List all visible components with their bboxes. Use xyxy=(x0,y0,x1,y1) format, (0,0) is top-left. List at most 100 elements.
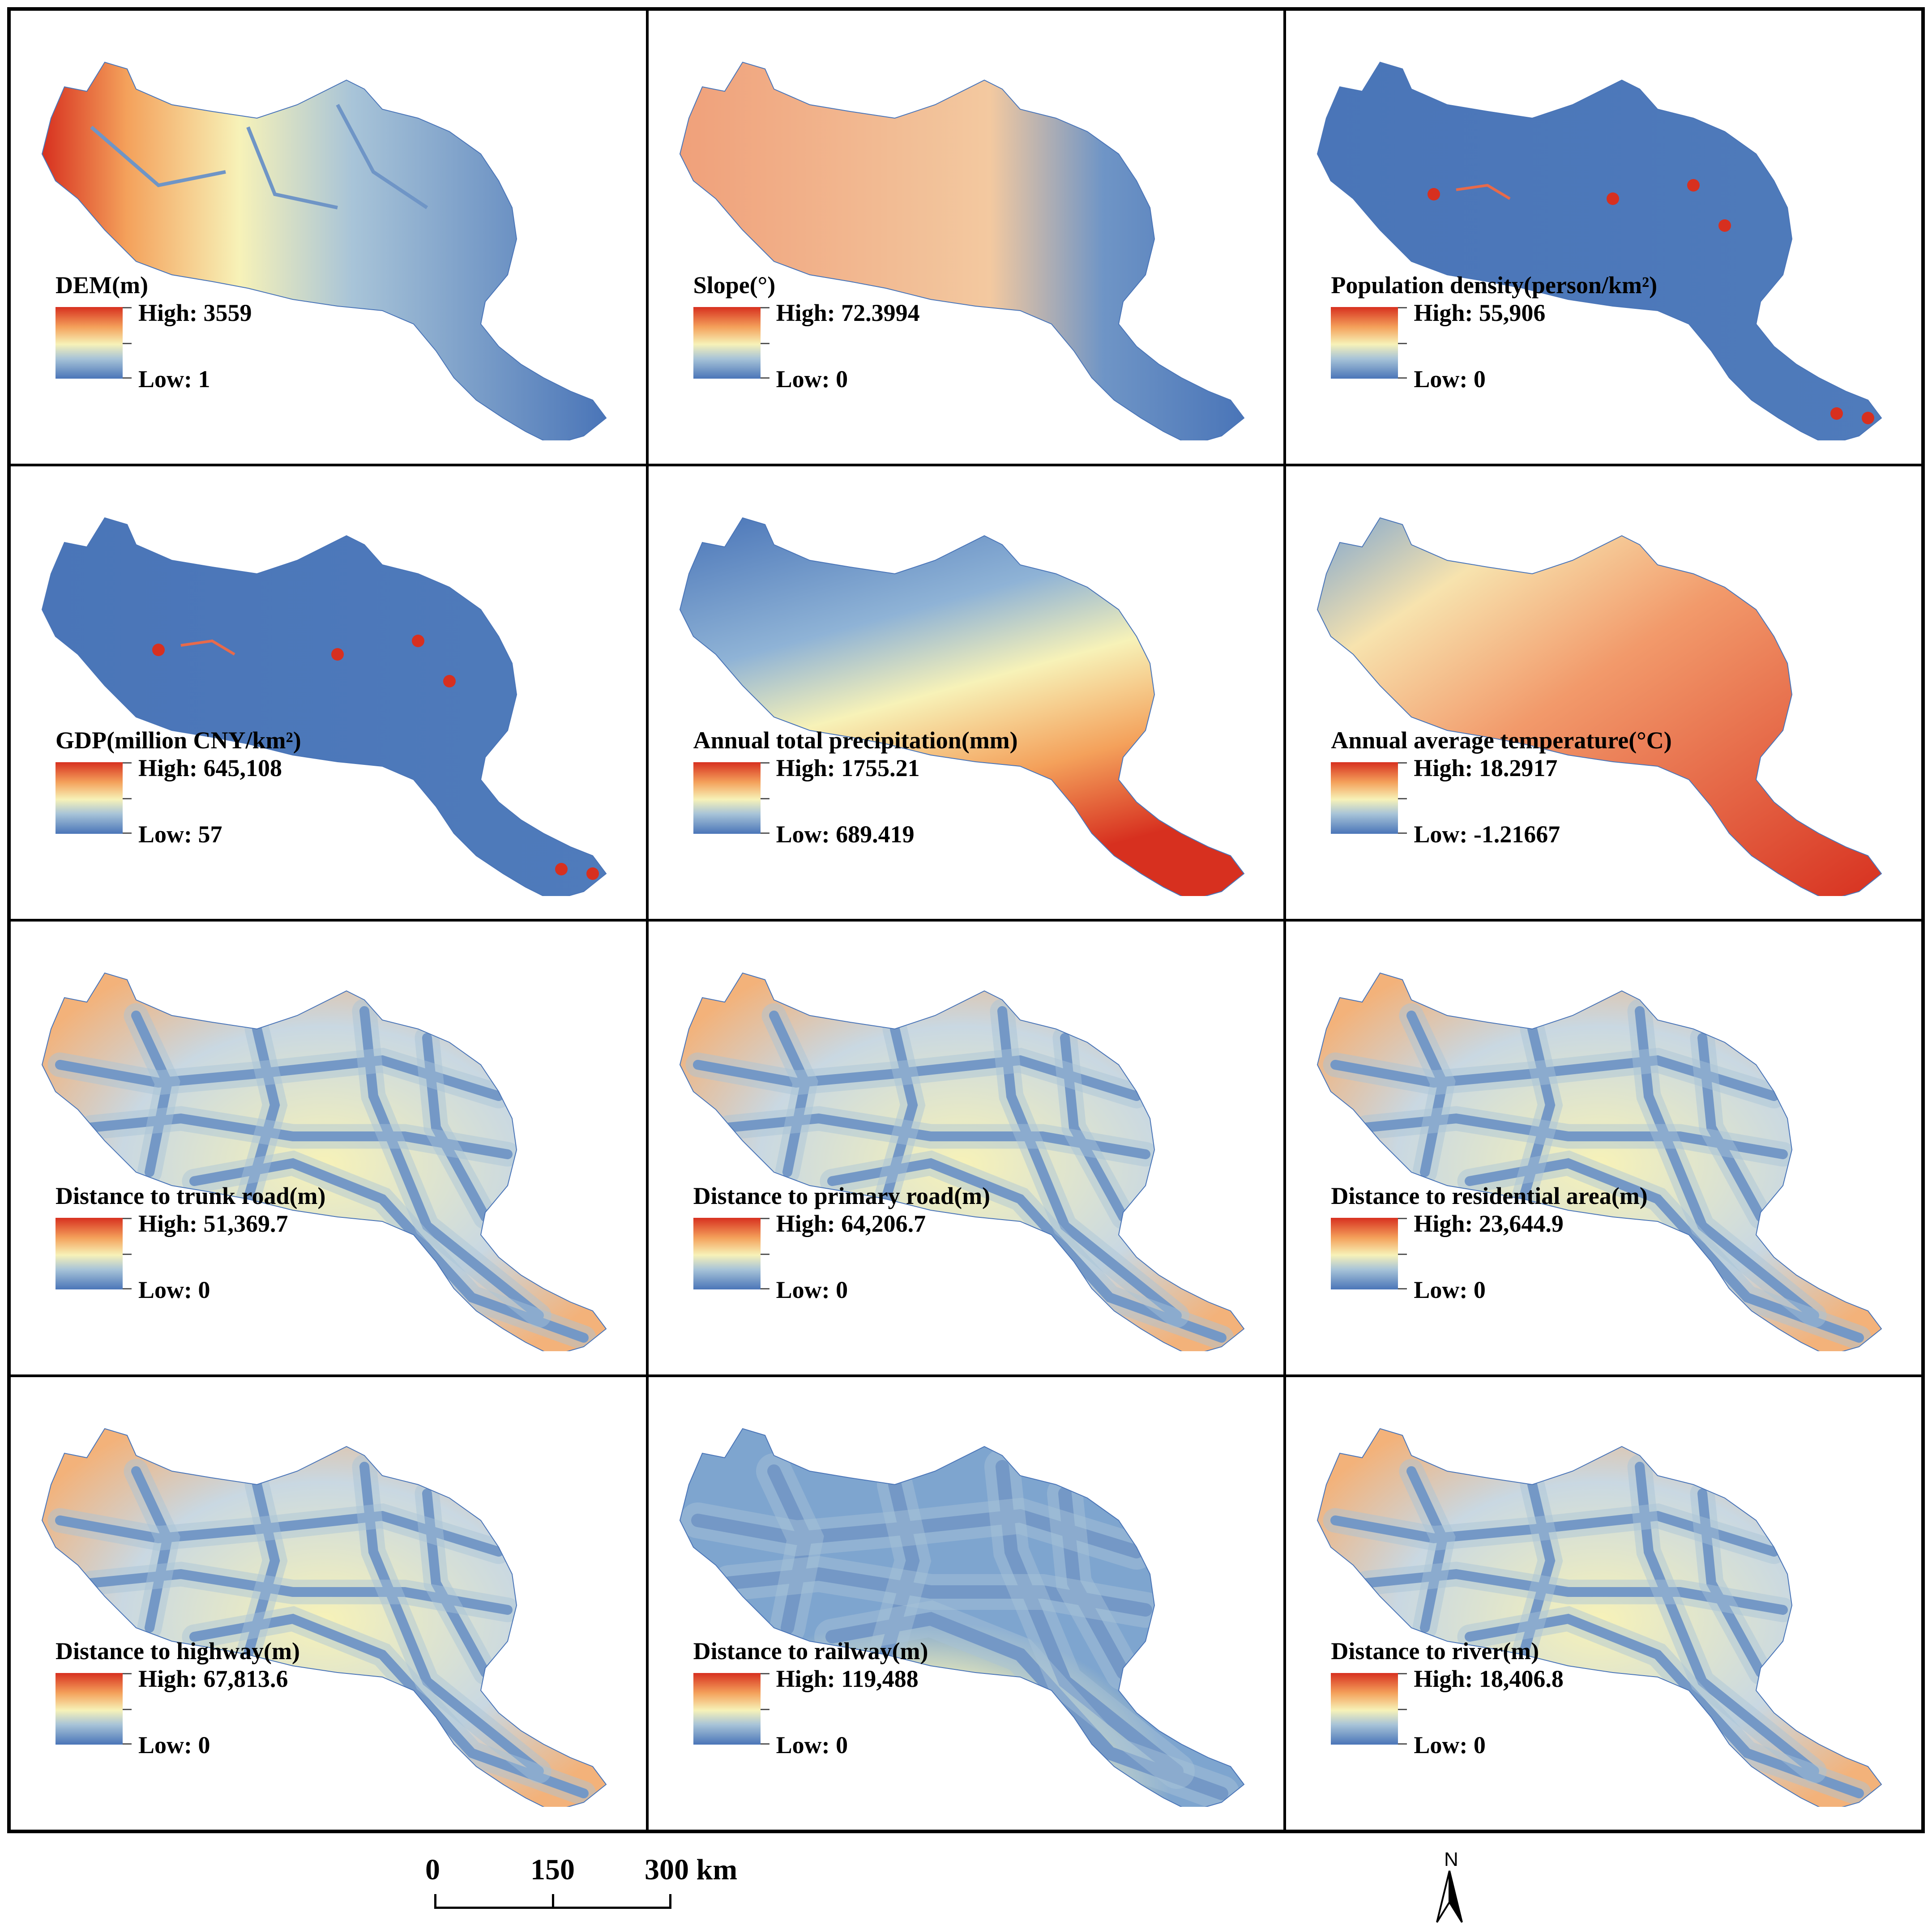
legend-high-value: High: 23,644.9 xyxy=(1414,1210,1564,1237)
basin-map xyxy=(41,972,607,1351)
legend-title: Annual total precipitation(mm) xyxy=(693,727,1018,754)
map-panel: Distance to river(m) High: 18,406.8 Low: 0 xyxy=(1285,1375,1923,1831)
legend-title: Distance to river(m) xyxy=(1331,1638,1539,1664)
map-panel: Annual average temperature(°C) High: 18.2… xyxy=(1285,465,1923,920)
legend-tick-high xyxy=(1398,1673,1407,1674)
scale-label-150: 150 xyxy=(530,1853,575,1886)
basin-map xyxy=(1317,61,1882,440)
legend-low-value: Low: 0 xyxy=(1414,1732,1486,1758)
legend-color-ramp xyxy=(56,762,123,834)
legend: Distance to primary road(m) High: 64,206.… xyxy=(693,1182,1141,1330)
map-panel: Distance to railway(m) High: 119,488 Low: … xyxy=(647,1375,1285,1831)
legend: Annual total precipitation(mm) High: 1755… xyxy=(693,726,1141,874)
legend: Slope(°) High: 72.3994 Low: 0 xyxy=(693,271,1141,419)
legend-tick-high xyxy=(123,1217,132,1219)
basin-map xyxy=(679,517,1245,896)
map-panel: Slope(°) High: 72.3994 Low: 0 xyxy=(647,9,1285,465)
legend-high-value: High: 1755.21 xyxy=(776,755,920,781)
legend: Distance to river(m) High: 18,406.8 Low: 0 xyxy=(1331,1637,1778,1785)
legend-low-value: Low: 689.419 xyxy=(776,821,915,848)
legend-tick-mid xyxy=(123,1253,132,1255)
legend-color-ramp xyxy=(693,1217,761,1289)
north-arrow: N xyxy=(1423,1848,1486,1925)
basin-map xyxy=(41,61,607,440)
legend-color-ramp xyxy=(1331,1217,1398,1289)
legend-title: GDP(million CNY/km²) xyxy=(56,727,301,754)
legend-high-value: High: 55,906 xyxy=(1414,299,1546,326)
map-panel-grid: DEM(m) High: 3559 Low: 1 Slope(°) High: 72.3… xyxy=(7,7,1925,1833)
legend-tick-mid xyxy=(760,342,769,344)
legend-color-ramp xyxy=(1331,762,1398,834)
legend-color-ramp xyxy=(693,762,761,834)
basin-map xyxy=(1317,517,1882,896)
basin-map xyxy=(1317,1428,1882,1807)
scale-label-300: 300 km xyxy=(645,1853,738,1886)
legend-tick-high xyxy=(1398,762,1407,764)
legend-tick-mid xyxy=(123,1709,132,1710)
legend-title: Population density(person/km²) xyxy=(1331,271,1658,299)
legend-high-value: High: 645,108 xyxy=(138,755,282,781)
legend: Distance to highway(m) High: 67,813.6 Low:… xyxy=(56,1637,503,1785)
scale-bar: 0 150 300 km xyxy=(403,1853,761,1925)
legend-tick-high xyxy=(760,307,769,308)
legend-tick-mid xyxy=(1398,342,1407,344)
legend-title: Distance to trunk road(m) xyxy=(56,1182,326,1209)
legend-tick-mid xyxy=(760,1253,769,1255)
basin-map xyxy=(679,972,1245,1351)
legend-title: Slope(°) xyxy=(693,271,776,299)
basin-map xyxy=(1317,972,1882,1351)
legend-high-value: High: 18.2917 xyxy=(1414,755,1558,781)
legend-high-value: High: 72.3994 xyxy=(776,299,920,326)
legend-low-value: Low: 1 xyxy=(138,365,210,393)
legend: Population density(person/km²) High: 55,9… xyxy=(1331,271,1778,419)
legend-tick-high xyxy=(760,1217,769,1219)
legend-tick-high xyxy=(123,1673,132,1674)
legend-tick-low xyxy=(123,832,132,834)
north-arrow-icon xyxy=(1436,1870,1463,1923)
map-panel: DEM(m) High: 3559 Low: 1 xyxy=(9,9,647,465)
legend-tick-high xyxy=(123,762,132,764)
map-panel: Distance to residential area(m) High: 23,… xyxy=(1285,920,1923,1376)
legend-tick-low xyxy=(760,1743,769,1745)
legend-high-value: High: 64,206.7 xyxy=(776,1210,926,1237)
legend-tick-high xyxy=(1398,307,1407,308)
legend-tick-high xyxy=(123,307,132,308)
legend-low-value: Low: 0 xyxy=(776,1732,848,1758)
legend-title: Distance to highway(m) xyxy=(56,1638,300,1664)
legend-low-value: Low: 0 xyxy=(1414,365,1486,393)
legend-color-ramp xyxy=(1331,1673,1398,1745)
legend: GDP(million CNY/km²) High: 645,108 Low: 57 xyxy=(56,726,503,874)
map-panel: GDP(million CNY/km²) High: 645,108 Low: 57 xyxy=(9,465,647,920)
legend-tick-mid xyxy=(1398,1709,1407,1710)
map-panel: Annual total precipitation(mm) High: 1755… xyxy=(647,465,1285,920)
legend-tick-mid xyxy=(1398,1253,1407,1255)
legend-tick-low xyxy=(123,1743,132,1745)
legend-title: DEM(m) xyxy=(56,271,148,299)
legend-high-value: High: 51,369.7 xyxy=(138,1210,288,1237)
map-panel: Distance to trunk road(m) High: 51,369.7 L… xyxy=(9,920,647,1376)
legend-low-value: Low: 0 xyxy=(776,365,848,393)
legend-color-ramp xyxy=(56,1673,123,1745)
legend-color-ramp xyxy=(693,307,761,379)
legend-low-value: Low: 0 xyxy=(776,1276,848,1303)
basin-map xyxy=(41,517,607,896)
legend-high-value: High: 67,813.6 xyxy=(138,1665,288,1692)
north-label: N xyxy=(1444,1848,1458,1870)
legend: Annual average temperature(°C) High: 18.2… xyxy=(1331,726,1778,874)
legend-tick-low xyxy=(1398,377,1407,379)
legend-tick-high xyxy=(760,1673,769,1674)
legend-color-ramp xyxy=(56,1217,123,1289)
legend-tick-low xyxy=(760,832,769,834)
legend-tick-low xyxy=(760,1288,769,1289)
legend-tick-high xyxy=(1398,1217,1407,1219)
legend-tick-low xyxy=(123,377,132,379)
legend-tick-low xyxy=(123,1288,132,1289)
legend-title: Distance to primary road(m) xyxy=(693,1182,991,1209)
legend-color-ramp xyxy=(56,307,123,379)
legend-tick-low xyxy=(1398,1743,1407,1745)
map-panel: Population density(person/km²) High: 55,9… xyxy=(1285,9,1923,465)
legend: DEM(m) High: 3559 Low: 1 xyxy=(56,271,503,419)
legend: Distance to trunk road(m) High: 51,369.7 L… xyxy=(56,1182,503,1330)
legend-tick-mid xyxy=(123,342,132,344)
legend-tick-mid xyxy=(123,798,132,799)
